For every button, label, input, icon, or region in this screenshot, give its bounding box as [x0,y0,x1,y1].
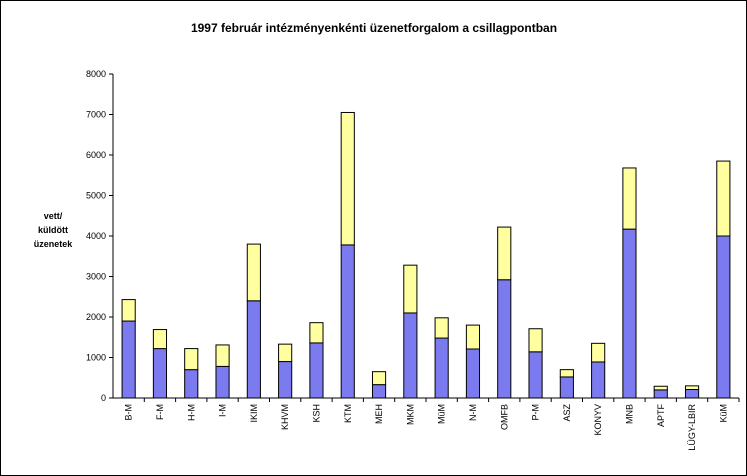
x-tick-label: KHVM [280,404,290,430]
bar-segment-KONYV-2 [591,342,606,363]
x-tick-label: MNB [624,404,634,424]
chart-title: 1997 február intézményenkénti üzenetforg… [191,21,557,35]
bar-segment-MEH-1 [371,384,387,399]
bar-segment-N-M-2 [465,324,481,350]
bar-segment-B-M-1 [121,320,136,399]
y-tick-label: 2000 [86,312,106,322]
plot-area: 0 1000 2000 3000 4000 5000 6000 7000 8000 B-M F-M H… [86,69,740,451]
x-tick-label: MKM [405,404,415,425]
y-tick-label: 4000 [86,231,106,241]
bar-segment-I-M-2 [215,344,230,367]
bar-segment-MKM-1 [403,312,418,399]
bar-segment-KüM-2 [716,160,731,237]
bar-segment-KüM-1 [716,235,731,399]
bar-segment-KTM-1 [340,244,355,399]
x-tick-label: MüM [437,404,447,424]
x-tick-label: IKIM [249,404,259,423]
bar-segment-P-M-2 [528,328,543,353]
bar-segment-F-M-2 [152,329,168,350]
bar-segment-MüM-1 [434,337,449,399]
bar-segment-F-M-1 [152,348,168,399]
x-tick-label: KüM [718,404,728,423]
y-tick-label: 6000 [86,150,106,160]
bar-segment-H-M-2 [184,348,199,371]
bar-segment-B-M-2 [121,299,136,322]
y-tick-label: 3000 [86,272,106,282]
x-tick-label: N-M [468,404,478,421]
y-tick-label: 0 [101,393,106,403]
bar-segment-OMFB-1 [497,279,512,399]
bar-segment-MüM-2 [434,317,449,339]
y-tick-label: 5000 [86,191,106,201]
bar-segment-ASZ-1 [559,376,574,399]
bar-segment-KTM-2 [340,111,355,246]
x-tick-label: I-M [218,404,228,417]
x-tick-label: OMFB [499,404,509,430]
bar-segment-H-M-1 [184,369,199,399]
x-tick-label: P-M [531,404,541,421]
bar-segment-APTF-2 [653,385,668,391]
bar-segment-MEH-2 [371,371,387,386]
bar-segment-MNB-2 [622,167,637,230]
y-axis-label-line-1: vett/ [44,211,63,221]
bar-segment-MKM-2 [403,264,418,314]
bar-segment-MNB-1 [622,228,637,399]
x-tick-label: APTF [656,404,666,428]
y-tick-label: 7000 [86,110,106,120]
bar-segment-ASZ-2 [559,369,574,378]
bar-segment-APTF-1 [653,389,668,399]
x-tick-label: KONYV [593,404,603,436]
bar-segment-IKIM-2 [246,243,261,302]
x-tick-label: B-M [124,404,134,421]
bar-segment-I-M-1 [215,365,230,399]
bar-segment-IKIM-1 [246,300,261,399]
bar-segment-KONYV-1 [591,361,606,399]
x-tick-label: MEH [374,404,384,424]
bar-segment-OMFB-2 [497,226,512,281]
y-axis-label: vett/ küldött üzenetek [34,211,74,249]
y-tick-label: 1000 [86,353,106,363]
bar-segment-KHVM-1 [278,361,293,399]
bar-segment-LÜGY-LBIR-2 [684,385,700,390]
y-axis-label-line-2: küldött [38,225,68,235]
bar-segment-KHVM-2 [278,343,293,363]
bar-segment-LÜGY-LBIR-1 [684,388,700,399]
x-tick-label: H-M [186,404,196,421]
x-tick-label: LÜGY-LBIR [687,403,697,450]
bar-segment-KSH-1 [309,342,324,399]
x-tick-label: KSH [311,404,321,423]
bar-segment-P-M-1 [528,351,543,399]
x-tick-label: F-M [155,404,165,420]
x-tick-label: ASZ [562,404,572,422]
y-tick-label: 8000 [86,69,106,79]
x-tick-label: KTM [343,404,353,423]
y-axis-label-line-3: üzenetek [34,239,74,249]
bar-segment-KSH-2 [309,322,324,344]
bar-segment-N-M-1 [465,348,481,399]
